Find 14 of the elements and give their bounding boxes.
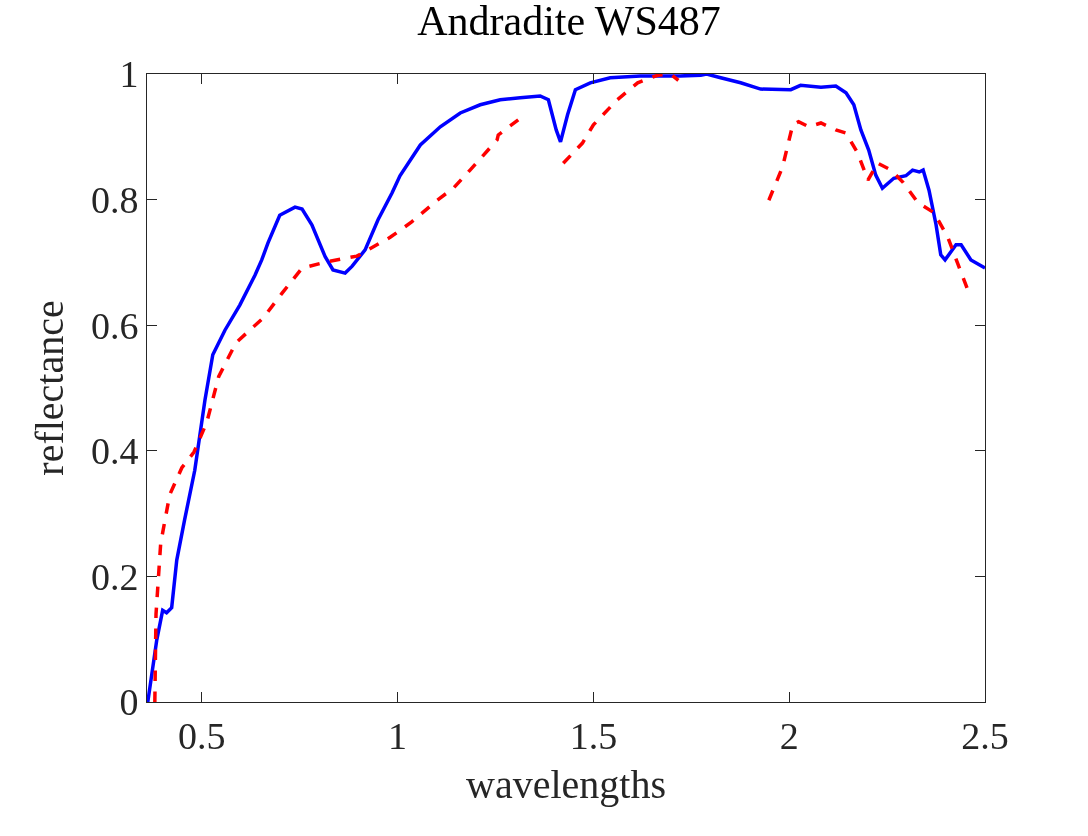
chart-title: Andradite WS487	[417, 0, 721, 45]
y-tick-label: 1	[119, 53, 139, 96]
x-axis-title: wavelengths	[466, 762, 666, 808]
y-tick-label: 0.6	[90, 304, 139, 347]
x-tick-label: 2	[779, 714, 799, 757]
y-tick-label: 0	[119, 681, 139, 724]
y-axis-title: reflectance	[27, 300, 73, 476]
y-tick-label: 0.8	[90, 178, 139, 221]
y-tick-label: 0.2	[90, 555, 139, 598]
x-tick-label: 0.5	[178, 714, 226, 757]
x-tick-label: 1.5	[569, 714, 618, 757]
x-tick-label: 1	[388, 714, 408, 757]
y-tick-label: 0.4	[90, 430, 139, 473]
x-tick-label: 2.5	[961, 714, 1009, 757]
